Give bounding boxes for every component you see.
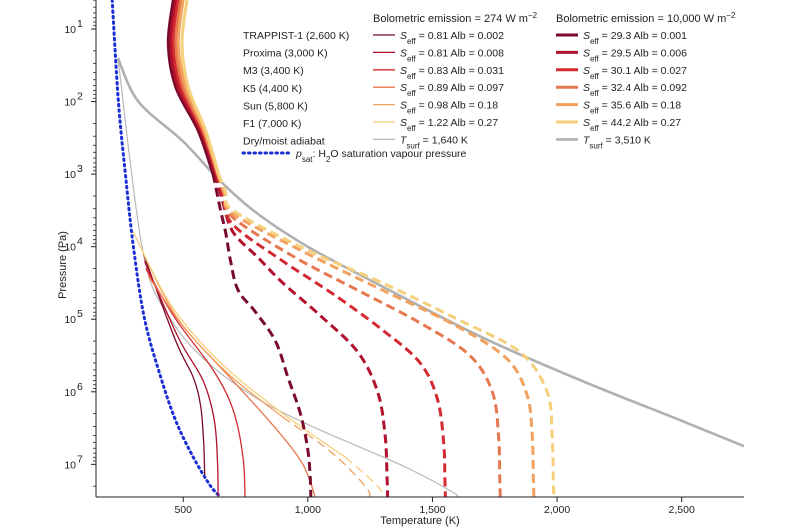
series-line-1-3: [145, 268, 246, 497]
legend-star-label: TRAPPIST-1 (2,600 K): [243, 30, 349, 42]
series-line-1-2: [144, 260, 219, 497]
x-tick-label: 500: [174, 504, 192, 516]
y-tick-label: 10: [64, 314, 76, 326]
legend-series-label: Seff = 0.89 Alb = 0.097: [400, 82, 504, 98]
series-line-2-5-dashed: [216, 173, 536, 497]
legend-star-label: K5 (4,400 K): [243, 83, 302, 95]
legend-series-label: Seff = 35.6 Alb = 0.18: [583, 100, 681, 116]
y-tick-exponent: 2: [77, 91, 83, 103]
legend-adiabat-label: Dry/moist adiabat: [243, 136, 325, 148]
series-line-2-4-dashed: [216, 173, 502, 497]
x-tick-label: 2,000: [544, 504, 570, 516]
series-line-2-6-dashed: [217, 173, 556, 497]
legend-series-label: Seff = 1.22 Alb = 0.27: [400, 117, 498, 133]
legend-series-label: Seff = 29.5 Alb = 0.006: [583, 47, 687, 63]
legend-series-label: Tsurf = 1,640 K: [400, 134, 468, 150]
legend-series-label: Tsurf = 3,510 K: [583, 134, 651, 150]
surface-adiabat-line-2: [116, 57, 744, 448]
x-axis-title: Temperature (K): [380, 515, 459, 527]
y-tick-label: 10: [64, 97, 76, 109]
y-tick-exponent: 4: [77, 236, 83, 248]
legend: TRAPPIST-1 (2,600 K) Proxima (3,000 K) M3 …: [241, 11, 736, 164]
y-tick-label: 10: [64, 169, 76, 181]
legend-series-label: Seff = 32.4 Alb = 0.092: [583, 82, 687, 98]
y-tick-label: 10: [64, 459, 76, 471]
legend-star-label: Sun (5,800 K): [243, 100, 308, 112]
legend-group-header: Bolometric emission = 10,000 W m−2: [556, 11, 736, 26]
legend-series-label: Seff = 0.98 Alb = 0.18: [400, 100, 498, 116]
legend-series-label: Seff = 0.81 Alb = 0.008: [400, 47, 504, 63]
x-tick-label: 1,500: [419, 504, 445, 516]
y-tick-exponent: 7: [77, 453, 83, 465]
legend-series-label: Seff = 29.3 Alb = 0.001: [583, 30, 687, 46]
y-tick-exponent: 6: [77, 381, 83, 393]
plot-area: [110, 0, 744, 497]
x-tick-label: 1,000: [295, 504, 321, 516]
y-tick-exponent: 1: [77, 18, 83, 30]
series-line-2-6-solid: [180, 0, 221, 176]
series-line-1-6-dashed: [344, 456, 384, 497]
y-tick-exponent: 3: [77, 163, 83, 175]
y-tick-label: 10: [64, 242, 76, 254]
y-tick-label: 10: [64, 387, 76, 399]
legend-series-label: Seff = 30.1 Alb = 0.027: [583, 65, 687, 81]
series-line-1-5-dashed: [282, 416, 371, 497]
legend-star-label: M3 (3,400 K): [243, 65, 304, 77]
legend-star-label: Proxima (3,000 K): [243, 48, 328, 60]
series-line-1-1: [142, 253, 206, 476]
series-line-2-1-dashed: [211, 173, 313, 497]
y-axis-title: Pressure (Pa): [57, 231, 69, 299]
legend-psat-label: psat: H2O saturation vapour pressure: [295, 148, 467, 164]
x-tick-label: 2,500: [669, 504, 695, 516]
legend-series-label: Seff = 0.81 Alb = 0.002: [400, 30, 504, 46]
series-line-2-3-dashed: [215, 173, 447, 497]
y-tick-label: 10: [64, 24, 76, 36]
legend-star-label: F1 (7,000 K): [243, 118, 301, 130]
series-line-2-1-solid: [166, 0, 215, 176]
psat-line: [110, 0, 223, 497]
legend-group-header: Bolometric emission = 274 W m−2: [373, 11, 538, 26]
legend-series-label: Seff = 44.2 Alb = 0.27: [583, 117, 681, 133]
y-tick-exponent: 5: [77, 308, 83, 320]
series-line-1-6-solid: [132, 231, 346, 458]
series-line-2-2-dashed: [214, 173, 390, 497]
legend-series-label: Seff = 0.83 Alb = 0.031: [400, 65, 504, 81]
